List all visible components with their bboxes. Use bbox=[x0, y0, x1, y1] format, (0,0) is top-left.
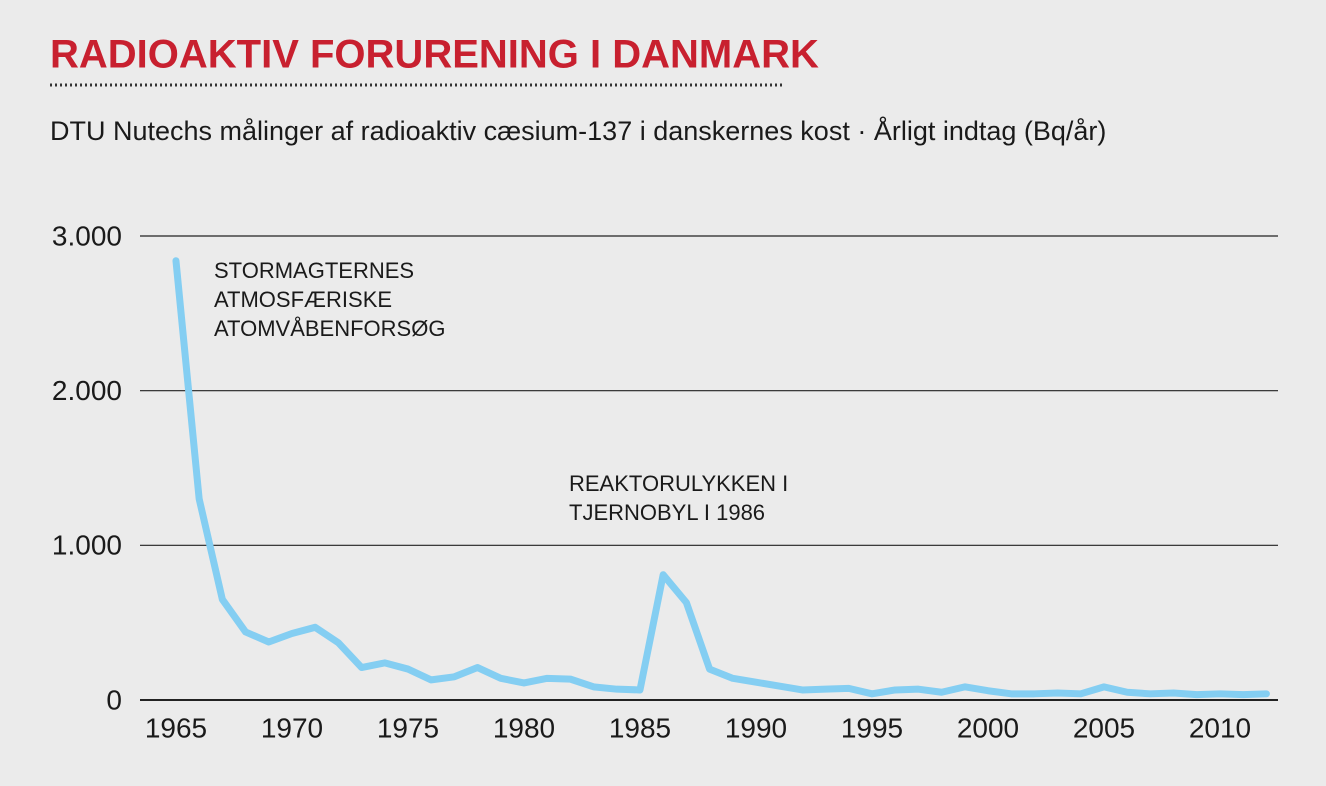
x-tick-label: 1970 bbox=[261, 712, 323, 743]
annotation: STORMAGTERNES bbox=[214, 258, 414, 283]
x-tick-label: 1980 bbox=[493, 712, 555, 743]
chart-title: RADIOAKTIV FORURENING I DANMARK bbox=[50, 33, 819, 77]
x-tick-label: 1975 bbox=[377, 712, 439, 743]
y-tick-label: 1.000 bbox=[52, 530, 122, 561]
x-tick-label: 2010 bbox=[1189, 712, 1251, 743]
x-tick-label: 1995 bbox=[841, 712, 903, 743]
annotation: REAKTORULYKKEN I bbox=[569, 471, 788, 496]
y-tick-label: 0 bbox=[106, 684, 122, 715]
y-tick-label: 3.000 bbox=[52, 220, 122, 251]
x-tick-label: 2000 bbox=[957, 712, 1019, 743]
x-tick-label: 1985 bbox=[609, 712, 671, 743]
annotation: TJERNOBYL I 1986 bbox=[569, 500, 765, 525]
chart-subtitle: DTU Nutechs målinger af radioaktiv cæsiu… bbox=[50, 115, 1106, 146]
annotation: ATOMVÅBENFORSØG bbox=[214, 316, 445, 341]
x-tick-label: 1990 bbox=[725, 712, 787, 743]
x-tick-label: 1965 bbox=[145, 712, 207, 743]
x-tick-label: 2005 bbox=[1073, 712, 1135, 743]
annotation: ATMOSFÆRISKE bbox=[214, 287, 392, 312]
data-line bbox=[172, 257, 1270, 699]
y-tick-label: 2.000 bbox=[52, 375, 122, 406]
